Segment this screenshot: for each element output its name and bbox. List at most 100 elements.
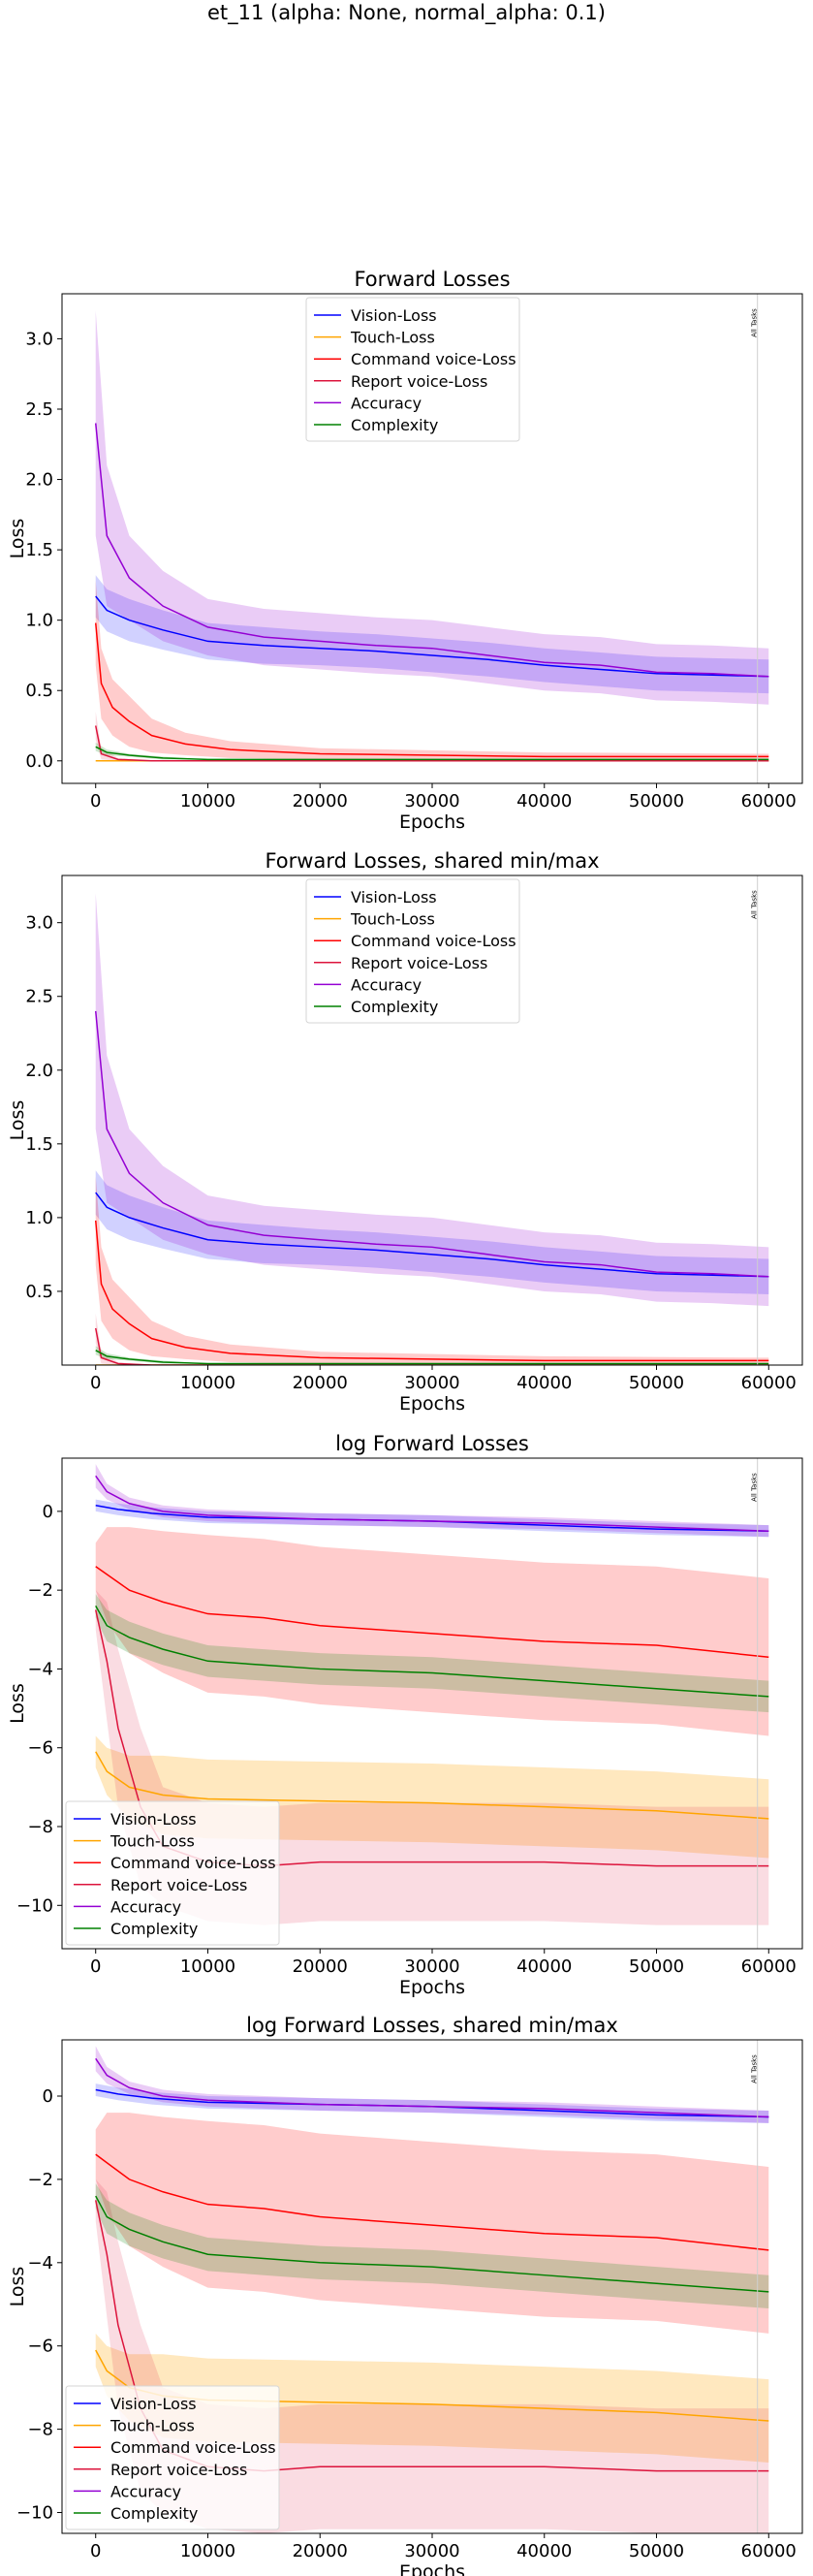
legend-label-touch-loss: Touch-Loss	[350, 910, 435, 929]
x-axis-label: Epochs	[399, 811, 465, 833]
legend-box	[65, 1800, 280, 1946]
y-tick-label: −2	[27, 1580, 53, 1601]
series-line-complexity	[95, 1606, 769, 1698]
legend-label-report-voice-loss: Report voice-Loss	[110, 2461, 247, 2479]
legend: Vision-Loss Touch-Loss Command voice-Loss R…	[65, 1800, 280, 1946]
series-line-report-voice-loss	[94, 1327, 769, 1365]
band-command-voice-loss	[95, 2113, 769, 2334]
legend-label-vision-loss: Vision-Loss	[351, 888, 437, 906]
y-axis-label: Loss	[7, 1683, 28, 1724]
band-command-voice-loss	[95, 581, 769, 761]
legend-label-vision-loss: Vision-Loss	[110, 2395, 197, 2413]
task-boundary-label: All Tasks	[751, 308, 759, 337]
x-tick-label: 20000	[293, 1373, 348, 1393]
x-tick-label: 20000	[293, 1956, 348, 1977]
legend-label-accuracy: Accuracy	[110, 2482, 181, 2500]
y-tick-label: 0.0	[25, 751, 53, 772]
x-axis-label: Epochs	[399, 2561, 465, 2576]
legend-label-vision-loss: Vision-Loss	[351, 306, 437, 325]
y-tick-label: 2.5	[25, 987, 53, 1007]
x-tick-label: 0	[90, 1956, 101, 1977]
series-line-command-voice-loss	[95, 1566, 769, 1658]
task-boundary-label: All Tasks	[751, 890, 759, 919]
task-boundary-label: All Tasks	[751, 1473, 759, 1502]
legend-label-command-voice-loss: Command voice-Loss	[351, 932, 516, 950]
y-tick-label: 1.5	[25, 1134, 53, 1155]
y-tick-label: −10	[16, 2503, 53, 2524]
band-command-voice-loss	[95, 1176, 769, 1365]
legend: Vision-Loss Touch-Loss Command voice-Loss R…	[65, 2385, 280, 2530]
x-tick-label: 10000	[180, 1373, 235, 1393]
series-line-accuracy	[95, 1475, 769, 1532]
band-accuracy	[95, 310, 769, 705]
chart-panel-3: log Forward Losses All Tasks 0 10000 20000 30…	[7, 1432, 803, 1998]
x-tick-label: 40000	[516, 791, 572, 811]
legend-label-command-voice-loss: Command voice-Loss	[351, 350, 516, 368]
y-tick-label: 2.0	[25, 1061, 53, 1081]
series-line-complexity	[95, 1350, 769, 1365]
panel-title: log Forward Losses, shared min/max	[246, 2014, 618, 2037]
legend-label-touch-loss: Touch-Loss	[350, 329, 435, 347]
legend-label-accuracy: Accuracy	[351, 394, 422, 412]
legend-label-command-voice-loss: Command voice-Loss	[110, 1854, 276, 1872]
legend-label-vision-loss: Vision-Loss	[110, 1810, 197, 1829]
x-tick-label: 40000	[516, 2541, 572, 2561]
legend-label-command-voice-loss: Command voice-Loss	[110, 2438, 276, 2457]
task-boundary-label: All Tasks	[751, 2054, 759, 2083]
x-tick-label: 30000	[404, 1373, 459, 1393]
y-tick-label: −6	[27, 1738, 53, 1759]
y-tick-label: 0	[43, 1502, 53, 1522]
legend: Vision-Loss Touch-Loss Command voice-Loss R…	[305, 297, 520, 442]
band-complexity	[95, 1594, 769, 1713]
x-tick-label: 30000	[404, 2541, 459, 2561]
x-tick-label: 40000	[516, 1373, 572, 1393]
legend-label-accuracy: Accuracy	[351, 975, 422, 994]
x-tick-label: 30000	[404, 1956, 459, 1977]
legend-label-touch-loss: Touch-Loss	[109, 1832, 195, 1851]
chart-panel-4: log Forward Losses, shared min/max All Ta…	[7, 2014, 803, 2576]
x-tick-label: 60000	[741, 1956, 797, 1977]
legend-label-complexity: Complexity	[351, 998, 438, 1016]
x-axis-label: Epochs	[399, 1393, 465, 1415]
x-tick-label: 50000	[629, 1956, 684, 1977]
legend-box	[305, 878, 520, 1024]
legend-label-report-voice-loss: Report voice-Loss	[110, 1876, 247, 1894]
x-axis-label: Epochs	[399, 1977, 465, 1998]
chart-panel-2: Forward Losses, shared min/max All Tasks 0…	[7, 849, 803, 1415]
y-tick-label: −6	[27, 2337, 53, 2357]
x-tick-label: 10000	[180, 1956, 235, 1977]
y-tick-label: −4	[27, 1659, 53, 1679]
x-tick-label: 40000	[516, 1956, 572, 1977]
y-tick-label: 3.0	[25, 913, 53, 934]
panel-title: log Forward Losses	[335, 1432, 529, 1455]
plot-area	[94, 893, 769, 1365]
y-tick-label: 1.0	[25, 611, 53, 631]
x-tick-label: 10000	[180, 791, 235, 811]
legend-label-complexity: Complexity	[110, 1920, 198, 1938]
y-axis-label: Loss	[7, 1100, 28, 1141]
legend-label-report-voice-loss: Report voice-Loss	[351, 954, 487, 972]
y-tick-label: 3.0	[25, 329, 53, 349]
x-tick-label: 60000	[741, 1373, 797, 1393]
x-tick-label: 30000	[404, 791, 459, 811]
legend-box	[305, 297, 520, 442]
legend-label-touch-loss: Touch-Loss	[109, 2417, 195, 2435]
band-vision-loss	[95, 575, 769, 694]
x-tick-label: 60000	[741, 2541, 797, 2561]
legend-label-complexity: Complexity	[110, 2504, 198, 2523]
series-line-touch-loss	[95, 1751, 769, 1820]
band-accuracy	[95, 893, 769, 1307]
x-tick-label: 0	[90, 1373, 101, 1393]
y-tick-label: −10	[16, 1895, 53, 1916]
chart-panel-1: Forward Losses All Tasks 0 10000 20000 30000 4…	[7, 268, 803, 833]
x-tick-label: 60000	[741, 791, 797, 811]
legend: Vision-Loss Touch-Loss Command voice-Loss R…	[305, 878, 520, 1024]
plot-area	[94, 310, 769, 762]
y-tick-label: 0	[43, 2086, 53, 2107]
y-tick-label: 1.0	[25, 1208, 53, 1228]
x-tick-label: 20000	[293, 791, 348, 811]
series-line-command-voice-loss	[94, 1220, 769, 1362]
y-tick-label: −8	[27, 2420, 53, 2440]
series-line-complexity	[95, 2195, 769, 2293]
band-complexity	[95, 2183, 769, 2309]
